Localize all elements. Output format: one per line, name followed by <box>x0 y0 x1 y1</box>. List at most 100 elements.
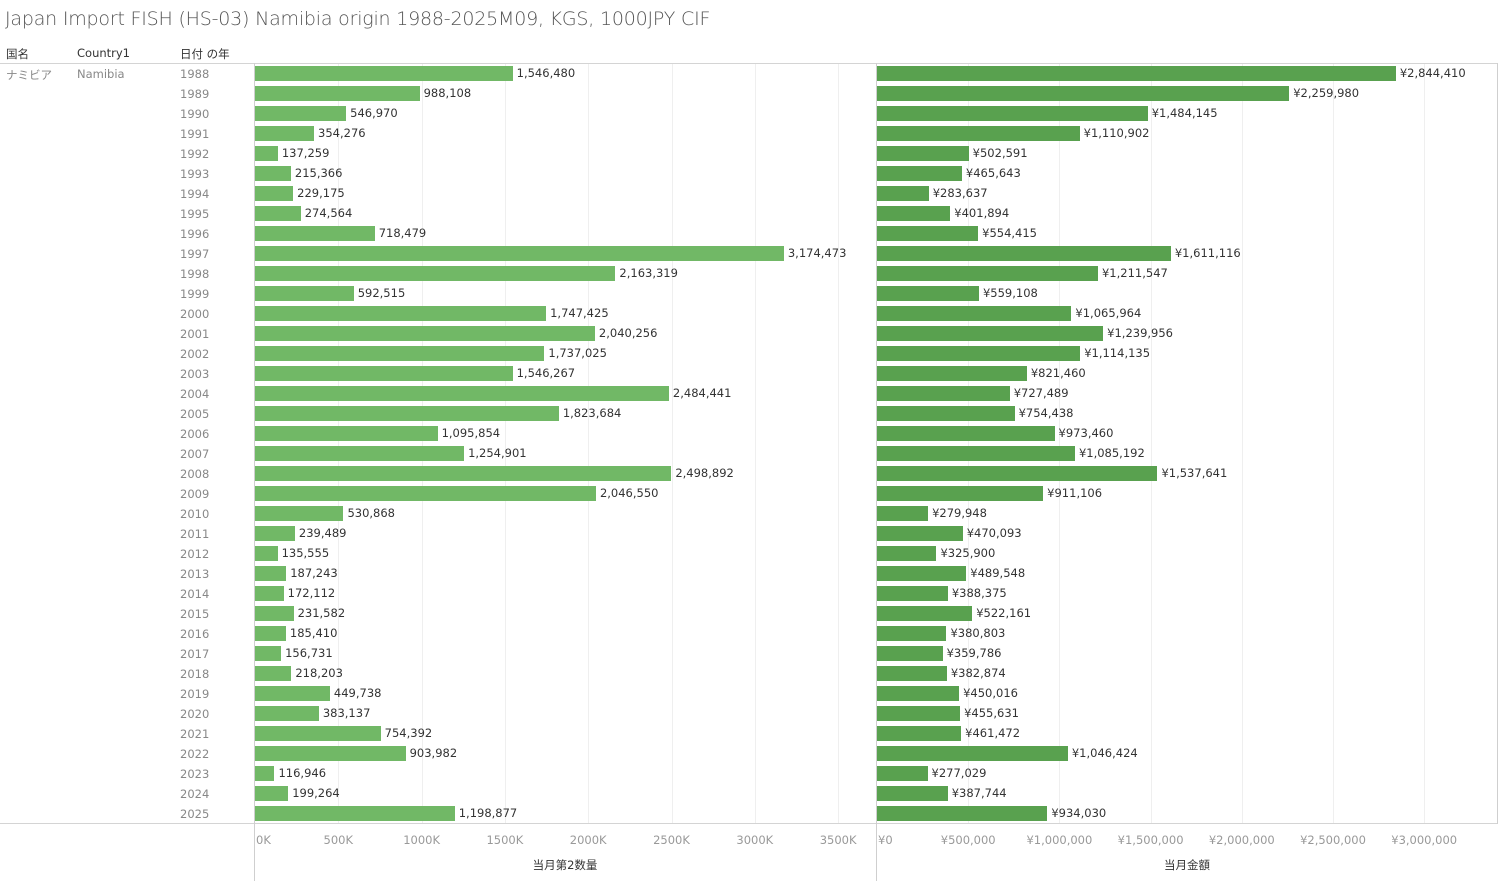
bar-quantity-1991[interactable] <box>255 126 315 141</box>
bar-quantity-2005[interactable] <box>255 406 559 421</box>
bar-amount-2015[interactable] <box>877 606 973 621</box>
bar-amount-2005[interactable] <box>877 406 1015 421</box>
year-label: 2015 <box>180 607 210 621</box>
header-country-en[interactable]: Country1 <box>77 46 131 60</box>
bar-amount-2024[interactable] <box>877 786 948 801</box>
bar-quantity-1995[interactable] <box>255 206 301 221</box>
bar-quantity-2015[interactable] <box>255 606 294 621</box>
bar-quantity-2017[interactable] <box>255 646 282 661</box>
bar-amount-1993[interactable] <box>877 166 962 181</box>
bar-quantity-2025[interactable] <box>255 806 455 821</box>
bar-quantity-1998[interactable] <box>255 266 616 281</box>
bar-quantity-2016[interactable] <box>255 626 286 641</box>
bar-quantity-2013[interactable] <box>255 566 287 581</box>
gridline-amount <box>968 64 969 823</box>
bar-amount-2003[interactable] <box>877 366 1027 381</box>
bar-quantity-2011[interactable] <box>255 526 295 541</box>
bar-amount-2011[interactable] <box>877 526 963 541</box>
bar-amount-2014[interactable] <box>877 586 948 601</box>
bar-amount-1997[interactable] <box>877 246 1171 261</box>
bar-quantity-2010[interactable] <box>255 506 344 521</box>
bar-quantity-1994[interactable] <box>255 186 294 201</box>
bar-quantity-2012[interactable] <box>255 546 278 561</box>
bar-amount-1999[interactable] <box>877 286 979 301</box>
bar-amount-2022[interactable] <box>877 746 1068 761</box>
bar-quantity-2019[interactable] <box>255 686 330 701</box>
bar-amount-1989[interactable] <box>877 86 1290 101</box>
bar-amount-2010[interactable] <box>877 506 929 521</box>
year-label: 2000 <box>180 307 210 321</box>
year-label: 2024 <box>180 787 210 801</box>
bar-quantity-1988[interactable] <box>255 66 513 81</box>
bar-amount-1990[interactable] <box>877 106 1148 121</box>
bar-quantity-1997[interactable] <box>255 246 784 261</box>
bar-amount-1996[interactable] <box>877 226 979 241</box>
data-label-amount: ¥502,591 <box>972 146 1028 160</box>
bar-amount-2017[interactable] <box>877 646 943 661</box>
bar-amount-2018[interactable] <box>877 666 947 681</box>
bar-quantity-1999[interactable] <box>255 286 354 301</box>
bar-quantity-2007[interactable] <box>255 446 465 461</box>
bar-quantity-2014[interactable] <box>255 586 284 601</box>
bar-amount-2004[interactable] <box>877 386 1010 401</box>
data-label-amount: ¥754,438 <box>1018 406 1074 420</box>
bar-amount-2006[interactable] <box>877 426 1055 441</box>
bar-amount-2021[interactable] <box>877 726 962 741</box>
header-year[interactable]: 日付 の年 <box>180 47 230 61</box>
bar-quantity-1989[interactable] <box>255 86 420 101</box>
data-label-quantity: 903,982 <box>409 746 458 760</box>
bar-quantity-2018[interactable] <box>255 666 292 681</box>
bar-quantity-2002[interactable] <box>255 346 545 361</box>
year-label: 2022 <box>180 747 210 761</box>
bar-quantity-1990[interactable] <box>255 106 347 121</box>
bar-amount-2001[interactable] <box>877 326 1104 341</box>
bar-quantity-2024[interactable] <box>255 786 289 801</box>
year-label: 1991 <box>180 127 210 141</box>
header-country-jp[interactable]: 国名 <box>6 47 29 61</box>
bar-amount-2012[interactable] <box>877 546 937 561</box>
data-label-quantity: 2,046,550 <box>599 486 659 500</box>
bar-amount-1988[interactable] <box>877 66 1396 81</box>
data-label-amount: ¥554,415 <box>982 226 1037 240</box>
bar-quantity-2000[interactable] <box>255 306 547 321</box>
data-label-amount: ¥1,085,192 <box>1078 446 1145 460</box>
data-label-quantity: 1,095,854 <box>441 426 501 440</box>
bar-amount-2002[interactable] <box>877 346 1081 361</box>
bar-amount-1991[interactable] <box>877 126 1080 141</box>
bar-quantity-2020[interactable] <box>255 706 319 721</box>
bar-amount-2020[interactable] <box>877 706 961 721</box>
bar-amount-1994[interactable] <box>877 186 929 201</box>
bar-amount-2007[interactable] <box>877 446 1075 461</box>
bar-quantity-2008[interactable] <box>255 466 672 481</box>
year-label: 1999 <box>180 287 210 301</box>
bar-quantity-1993[interactable] <box>255 166 291 181</box>
bar-amount-2013[interactable] <box>877 566 967 581</box>
bar-quantity-2022[interactable] <box>255 746 406 761</box>
bar-quantity-2004[interactable] <box>255 386 669 401</box>
bar-amount-2016[interactable] <box>877 626 947 641</box>
bar-quantity-2003[interactable] <box>255 366 513 381</box>
bar-amount-1992[interactable] <box>877 146 969 161</box>
x-tick-label-quantity: 2500K <box>653 833 690 847</box>
bar-quantity-1996[interactable] <box>255 226 375 241</box>
bar-quantity-2023[interactable] <box>255 766 275 781</box>
bar-quantity-2006[interactable] <box>255 426 438 441</box>
bar-quantity-2009[interactable] <box>255 486 596 501</box>
bar-amount-2000[interactable] <box>877 306 1072 321</box>
data-label-quantity: 3,174,473 <box>787 246 847 260</box>
bar-amount-2008[interactable] <box>877 466 1158 481</box>
bar-quantity-2001[interactable] <box>255 326 595 341</box>
data-label-amount: ¥911,106 <box>1047 486 1103 500</box>
year-label: 2004 <box>180 387 210 401</box>
year-label: 1998 <box>180 267 210 281</box>
bar-amount-2025[interactable] <box>877 806 1048 821</box>
bar-amount-2019[interactable] <box>877 686 960 701</box>
bar-amount-1995[interactable] <box>877 206 951 221</box>
bar-amount-2009[interactable] <box>877 486 1044 501</box>
bar-amount-1998[interactable] <box>877 266 1098 281</box>
gridline-quantity <box>838 64 839 823</box>
bar-quantity-1992[interactable] <box>255 146 278 161</box>
bar-amount-2023[interactable] <box>877 766 928 781</box>
x-tick-label-quantity: 3500K <box>819 833 857 847</box>
bar-quantity-2021[interactable] <box>255 726 381 741</box>
